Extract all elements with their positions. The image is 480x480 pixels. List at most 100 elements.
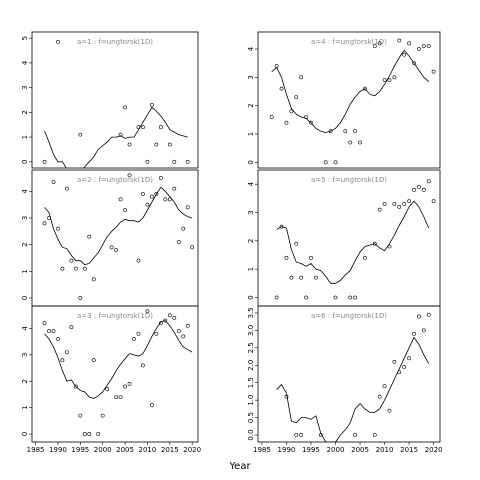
y-tick-label: 2 xyxy=(247,239,255,243)
data-point xyxy=(185,205,190,210)
x-tick-label: 2015 xyxy=(161,446,179,454)
data-point xyxy=(407,199,411,204)
y-tick-label: 3.5 xyxy=(247,307,255,318)
data-point xyxy=(353,295,358,300)
data-point xyxy=(299,433,304,437)
data-point xyxy=(42,159,47,164)
data-point xyxy=(417,314,421,319)
data-point xyxy=(163,197,168,202)
data-point xyxy=(172,315,177,320)
x-tick-label: 1995 xyxy=(302,446,320,454)
y-tick-label: 2 xyxy=(21,242,29,246)
data-point xyxy=(358,140,362,145)
data-point xyxy=(407,356,411,361)
data-point xyxy=(136,331,141,336)
data-point xyxy=(150,194,154,199)
y-tick-label: 3 xyxy=(21,353,29,357)
data-point xyxy=(100,413,105,418)
data-point xyxy=(141,363,145,368)
panel-title: a=4 : f=ungtorsk(1D) xyxy=(311,38,387,46)
data-point xyxy=(328,129,333,134)
y-tick-label: 3 xyxy=(247,75,255,79)
data-point xyxy=(118,197,123,202)
plot-area xyxy=(274,179,436,300)
y-tick-label: 1 xyxy=(247,132,255,136)
data-point xyxy=(333,295,338,300)
data-point xyxy=(421,328,426,333)
x-tick-label: 2020 xyxy=(425,446,443,454)
data-point xyxy=(69,258,74,263)
data-point xyxy=(127,382,132,386)
data-point xyxy=(123,105,127,110)
data-point xyxy=(145,309,150,314)
x-tick-label: 1990 xyxy=(278,446,296,454)
data-point xyxy=(412,61,416,66)
y-tick-label: 1 xyxy=(247,267,255,271)
plot-area xyxy=(276,312,431,442)
x-axis-label: Year xyxy=(228,461,251,472)
data-point xyxy=(402,52,407,57)
y-tick-label: 1.5 xyxy=(247,377,255,388)
data-point xyxy=(289,275,294,280)
data-point xyxy=(294,95,299,100)
data-point xyxy=(304,295,308,300)
y-tick-label: 3 xyxy=(21,85,29,89)
data-point xyxy=(167,313,172,318)
data-point xyxy=(141,192,145,196)
data-point xyxy=(372,433,377,437)
data-point xyxy=(78,296,83,300)
data-point xyxy=(313,275,318,280)
data-point xyxy=(412,187,416,192)
data-point xyxy=(353,129,358,134)
plot-area xyxy=(42,39,190,168)
data-point xyxy=(279,224,284,229)
data-point xyxy=(353,433,358,437)
data-point xyxy=(78,413,83,418)
data-point xyxy=(123,208,127,212)
data-point xyxy=(279,86,284,91)
y-tick-label: 4 xyxy=(21,326,29,331)
y-tick-label: 4 xyxy=(247,46,255,51)
data-point xyxy=(105,387,110,392)
data-point xyxy=(145,202,150,207)
data-point xyxy=(181,334,186,339)
y-tick-label: 1.0 xyxy=(247,395,255,406)
fit-line xyxy=(271,49,429,133)
x-tick-label: 2010 xyxy=(376,446,394,454)
data-point xyxy=(150,403,154,407)
y-tick-label: 0.0 xyxy=(247,429,255,440)
data-point xyxy=(87,432,92,436)
data-point xyxy=(114,248,119,252)
data-point xyxy=(323,160,328,165)
data-point xyxy=(402,202,407,206)
data-point xyxy=(47,329,51,333)
y-tick-label: 2 xyxy=(21,379,29,383)
fit-line xyxy=(276,336,430,442)
data-point xyxy=(82,266,87,271)
data-point xyxy=(154,192,159,196)
data-point xyxy=(154,142,159,147)
fit-line xyxy=(276,200,430,284)
data-point xyxy=(132,337,136,341)
data-point xyxy=(127,173,132,178)
data-point xyxy=(372,44,377,49)
data-point xyxy=(91,358,96,363)
y-tick-label: 1 xyxy=(21,269,29,273)
data-point xyxy=(269,115,274,119)
data-point xyxy=(51,180,56,184)
x-tick-label: 2020 xyxy=(183,446,201,454)
data-point xyxy=(190,245,195,250)
plot-area xyxy=(42,309,193,436)
data-point xyxy=(78,132,83,137)
data-point xyxy=(294,433,299,437)
data-point xyxy=(42,221,47,226)
data-point xyxy=(136,258,141,263)
fit-line xyxy=(44,320,193,399)
panel-title: a=2 : f=ungtorsk(1D) xyxy=(77,176,153,184)
data-point xyxy=(176,240,181,244)
data-point xyxy=(377,394,382,399)
data-point xyxy=(60,358,65,363)
data-point xyxy=(69,325,74,330)
data-point xyxy=(141,125,145,130)
